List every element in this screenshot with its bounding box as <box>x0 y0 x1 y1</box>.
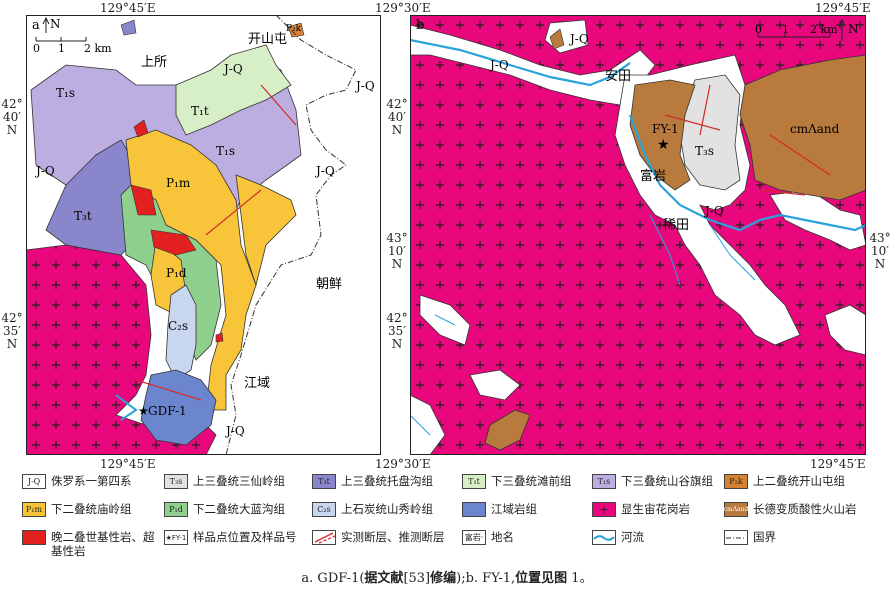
svg-text:0: 0 <box>33 42 40 55</box>
unit-jiangyu-area <box>140 369 217 446</box>
svg-text:C₂s: C₂s <box>168 319 188 333</box>
svg-text:T₁s: T₁s <box>56 86 75 100</box>
svg-text:2 km: 2 km <box>84 42 112 55</box>
panel-b-label: b <box>416 18 424 33</box>
panel-a-lat-coord-1: 42° 40′ N <box>1 97 23 137</box>
panel-a-label: a <box>32 18 40 33</box>
mafic-red-1 <box>133 119 149 138</box>
legend-item-p1d: P₁d 下二叠统大蓝沟组 <box>164 502 285 517</box>
legend-item-t3t: T₃t 上三叠统托盘沟组 <box>312 474 433 489</box>
north-arrow-label: N <box>50 17 61 31</box>
panel-b-lat-coord-mid: 43° 10′ N <box>386 231 408 271</box>
svg-text:J-Q: J-Q <box>222 62 243 76</box>
place-kaishantun: 开山屯 <box>248 32 287 47</box>
granite-area <box>26 244 217 455</box>
svg-text:J-Q: J-Q <box>354 79 375 93</box>
svg-text:cmΛand: cmΛand <box>790 122 840 136</box>
svg-text:P₂k: P₂k <box>286 24 302 34</box>
svg-text:T₃s: T₃s <box>695 144 714 158</box>
panel-b-map: b N 0 1 2 km J-Q J-Q J-Q 安田 富岩 稀田 T₃s cm… <box>410 15 866 455</box>
panel-b-bottom-left-coord: 129°30′E <box>375 457 431 471</box>
mafic-red-3 <box>150 229 197 256</box>
svg-text:P₁d: P₁d <box>166 266 187 280</box>
figure-caption: a. GDF-1(据文献[53]修编);b. FY-1,位置见图 1。 <box>301 571 593 586</box>
place-antian: 安田 <box>605 69 631 84</box>
sample-fy1-label: FY-1 <box>652 122 679 136</box>
svg-text:J-Q: J-Q <box>314 164 335 178</box>
legend-item-cmand: cmΛand 长德变质酸性火山岩 <box>723 502 857 517</box>
place-fuyan: 富岩 <box>640 168 666 184</box>
panel-b-bottom-right-coord: 129°45′E <box>810 457 866 471</box>
legend-item-t1t: T₁t 下三叠统滩前组 <box>462 474 572 489</box>
north-arrow-icon <box>838 18 846 41</box>
national-border <box>225 15 357 455</box>
panel-b-right-coord: 43° 10′ N <box>869 231 891 271</box>
sample-gdf1-label: GDF-1 <box>148 404 187 418</box>
svg-text:T₃t: T₃t <box>74 209 92 223</box>
svg-text:1: 1 <box>58 42 65 55</box>
legend-item-border: 国界 <box>724 530 776 545</box>
panel-a-map: a N 0 1 2 km 上所 开山屯 朝鲜 江域 J-Q J-Q J-Q J-… <box>26 15 381 455</box>
legend-item-p2k: P₂k 上二叠统开山屯组 <box>724 474 845 489</box>
svg-text:J-Q: J-Q <box>568 32 589 46</box>
legend-item-t1s: T₁s 下三叠统山谷旗组 <box>592 474 713 489</box>
svg-text:N: N <box>848 22 859 36</box>
panel-a-lat-coord-2: 42° 35′ N <box>1 311 23 351</box>
panel-a-bottom-coord: 129°45′E <box>100 457 156 471</box>
unit-p1m-area <box>125 129 257 411</box>
svg-text:P₁m: P₁m <box>166 176 191 190</box>
north-arrow-icon <box>42 16 50 33</box>
unit-p2k-area-b <box>629 79 696 191</box>
legend-item-sample: ★FY-1 样品点位置及样品号 <box>164 530 297 545</box>
sample-star-icon: ★ <box>138 404 149 418</box>
legend-item-t3s: T₃s 上三叠统三仙岭组 <box>164 474 285 489</box>
scale-bar: 0 1 2 km <box>755 23 838 38</box>
legend-item-jiangyu: 江域岩组 <box>462 502 537 517</box>
legend-item-jq: J-Q 侏罗系一第四系 <box>22 474 132 489</box>
legend-item-p1m: P₁m 下二叠统庙岭组 <box>22 502 132 517</box>
sample-star-icon: ★ <box>657 137 670 153</box>
mafic-red-2 <box>130 184 157 216</box>
place-chaoxian: 朝鲜 <box>316 277 342 292</box>
unit-p2k-area <box>287 22 305 38</box>
svg-text:J-Q: J-Q <box>703 204 724 218</box>
svg-text:T₁t: T₁t <box>191 104 209 118</box>
svg-text:T₁s: T₁s <box>216 144 235 158</box>
panel-a-top-coord: 129°45′E <box>100 1 156 15</box>
legend-item-place: 富岩· 地名 <box>462 530 514 545</box>
svg-text:0: 0 <box>755 23 762 36</box>
scale-bar: 0 1 2 km <box>33 37 112 55</box>
panel-b-lat-coord-1: 42° 40′ N <box>386 97 408 137</box>
unit-c2s-area <box>165 284 197 381</box>
svg-text:J-Q: J-Q <box>34 164 55 178</box>
unit-t1t-area <box>175 44 292 136</box>
svg-text:1: 1 <box>782 23 789 36</box>
legend-item-c2s: C₂s 上石炭统山秀岭组 <box>312 502 433 517</box>
svg-text:J-Q: J-Q <box>488 58 509 72</box>
panel-b-top-left-coord: 129°30′E <box>375 1 431 15</box>
legend-item-river: 河流 <box>592 530 644 545</box>
svg-text:J-Q: J-Q <box>224 424 245 438</box>
panel-b-lat-coord-2: 42° 35′ N <box>386 311 408 351</box>
place-shangsuo: 上所 <box>141 55 167 70</box>
svg-text:2 km: 2 km <box>810 23 838 36</box>
legend-item-fault: 实测断层、推测断层 <box>312 530 445 545</box>
legend-item-granite: + 显生宙花岗岩 <box>592 502 690 517</box>
panel-b-top-right-coord: 129°45′E <box>815 1 871 15</box>
place-xitian: 稀田 <box>663 218 689 233</box>
legend-item-mafic: 晚二叠世基性岩、超基性岩 <box>22 530 160 558</box>
place-jiangyu: 江域 <box>244 376 270 391</box>
unit-cmand-area <box>739 54 866 201</box>
